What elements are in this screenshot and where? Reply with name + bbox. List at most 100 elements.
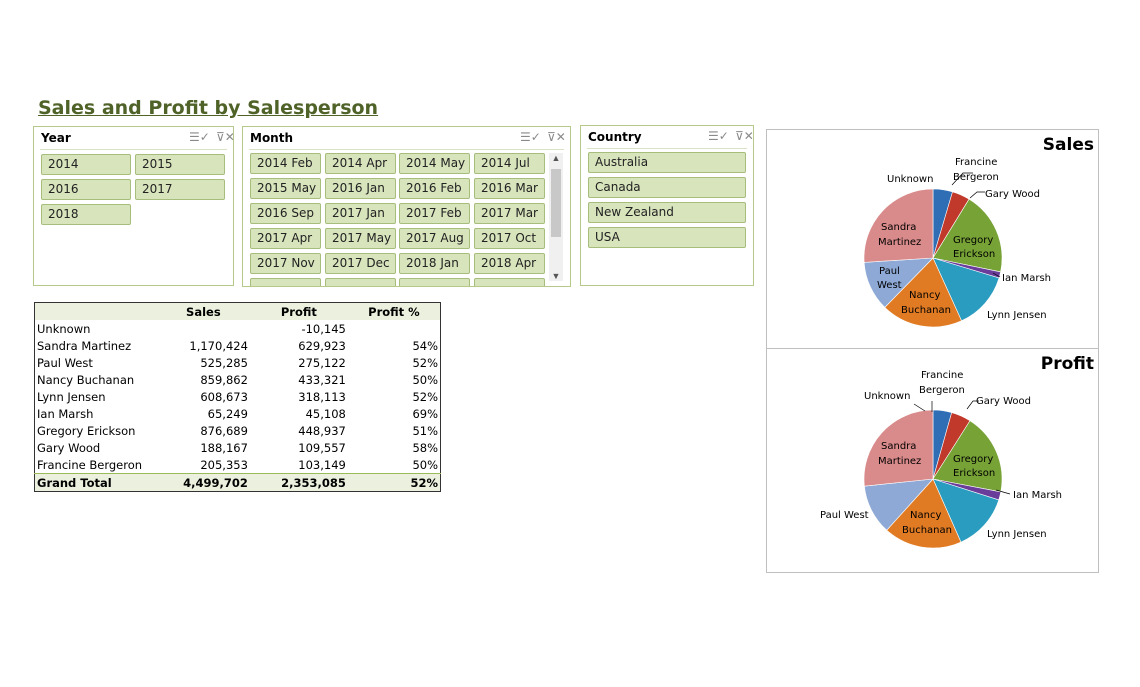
pivot-cell[interactable]: 318,113 — [298, 389, 346, 404]
pie-slice-sandra-martinez[interactable] — [863, 188, 934, 263]
pivot-cell[interactable]: 188,167 — [200, 440, 248, 455]
month-item[interactable]: 2016 Jan — [325, 178, 396, 199]
pivot-cell[interactable]: 608,673 — [200, 389, 248, 404]
pivot-cell[interactable]: 448,937 — [298, 423, 346, 438]
pivot-cell[interactable]: 2,353,085 — [249, 473, 348, 492]
month-item[interactable]: 2016 Sep — [250, 203, 321, 224]
pivot-cell[interactable]: 54% — [412, 338, 438, 353]
pivot-cell[interactable] — [157, 320, 250, 337]
month-item[interactable]: 2016 Mar — [474, 178, 545, 199]
pie-slice-lynn-jensen[interactable] — [932, 478, 1000, 543]
month-item[interactable]: 2017 Oct — [474, 228, 545, 249]
month-item[interactable]: 2016 Feb — [399, 178, 470, 199]
year-item-2014[interactable]: 2014 — [41, 154, 131, 175]
pivot-cell[interactable]: 52% — [347, 473, 441, 492]
country-slicer-header: Country ☰✓ ⊽✕ — [587, 126, 754, 149]
pivot-cell[interactable]: 525,285 — [200, 355, 248, 370]
month-item-partial[interactable] — [399, 278, 470, 286]
pivot-row-label[interactable]: Gregory Erickson — [37, 423, 136, 438]
pivot-row-label[interactable]: Nancy Buchanan — [37, 372, 135, 387]
year-item-2015[interactable]: 2015 — [135, 154, 225, 175]
pivot-cell[interactable]: 58% — [412, 440, 438, 455]
pie-slice-sandra-martinez[interactable] — [863, 409, 934, 487]
pivot-cell[interactable]: 859,862 — [200, 372, 248, 387]
pie-slice-nancy-buchanan[interactable] — [886, 478, 962, 549]
pivot-row-label[interactable]: Paul West — [37, 355, 93, 370]
pivot-cell[interactable]: 52% — [412, 355, 438, 370]
pivot-cell[interactable]: 52% — [412, 389, 438, 404]
pivot-cell[interactable]: 433,321 — [298, 372, 346, 387]
scroll-thumb[interactable] — [551, 169, 561, 237]
pivot-cell[interactable]: 109,557 — [298, 440, 346, 455]
month-item[interactable]: 2017 Aug — [399, 228, 470, 249]
pivot-row-label[interactable]: Unknown — [37, 321, 91, 336]
pie-slice-lynn-jensen[interactable] — [932, 257, 1000, 322]
month-item-partial[interactable] — [474, 278, 545, 286]
month-item[interactable]: 2018 Apr — [474, 253, 545, 274]
month-item[interactable]: 2017 May — [325, 228, 396, 249]
country-item-new-zealand[interactable]: New Zealand — [588, 202, 746, 223]
month-item[interactable]: 2017 Apr — [250, 228, 321, 249]
month-item[interactable]: 2014 May — [399, 153, 470, 174]
clear-filter-icon[interactable]: ⊽✕ — [735, 129, 754, 143]
pivot-cell[interactable]: 50% — [412, 372, 438, 387]
clear-filter-icon[interactable]: ⊽✕ — [216, 130, 235, 144]
profit-chart-title: Profit — [1040, 354, 1094, 374]
pivot-cell[interactable]: 4,499,702 — [156, 473, 250, 492]
pivot-header-sales[interactable]: Sales — [156, 302, 250, 320]
pivot-cell[interactable]: 65,249 — [207, 406, 248, 421]
month-item[interactable]: 2014 Feb — [250, 153, 321, 174]
pivot-cell[interactable]: -10,145 — [301, 321, 346, 336]
country-item-australia[interactable]: Australia — [588, 152, 746, 173]
pivot-header-profit-pct[interactable]: Profit % — [347, 302, 441, 320]
profit-chart[interactable]: Profit Unknown Francine Bergeron Gary Wo… — [766, 348, 1099, 573]
multi-select-icon[interactable]: ☰✓ — [708, 129, 729, 143]
pivot-header-profit[interactable]: Profit — [249, 302, 348, 320]
pivot-cell[interactable]: 51% — [412, 423, 438, 438]
scroll-down-icon[interactable]: ▼ — [551, 271, 561, 281]
pivot-row-label[interactable]: Gary Wood — [37, 440, 101, 455]
pivot-cell[interactable]: 629,923 — [298, 338, 346, 353]
month-item[interactable]: 2017 Jan — [325, 203, 396, 224]
month-item[interactable]: 2014 Jul — [474, 153, 545, 174]
pie-slice-gregory-erickson[interactable] — [932, 420, 1003, 493]
pivot-cell[interactable]: 876,689 — [200, 423, 248, 438]
pivot-header-label[interactable] — [34, 302, 157, 320]
multi-select-icon[interactable]: ☰✓ — [520, 130, 541, 144]
pivot-row-label[interactable]: Sandra Martinez — [37, 338, 132, 353]
month-item[interactable]: 2014 Apr — [325, 153, 396, 174]
pivot-cell[interactable]: 275,122 — [298, 355, 346, 370]
scroll-up-icon[interactable]: ▲ — [551, 153, 561, 163]
month-item[interactable]: 2017 Mar — [474, 203, 545, 224]
multi-select-icon[interactable]: ☰✓ — [189, 130, 210, 144]
month-item[interactable]: 2017 Nov — [250, 253, 321, 274]
pivot-cell[interactable] — [348, 320, 441, 337]
pivot-row-label[interactable]: Ian Marsh — [37, 406, 94, 421]
month-item-partial[interactable] — [250, 278, 321, 286]
pivot-cell[interactable]: 50% — [412, 457, 438, 472]
clear-filter-icon[interactable]: ⊽✕ — [547, 130, 566, 144]
pivot-row-label[interactable]: Francine Bergeron — [37, 457, 143, 472]
label-sandra-1: Sandra — [881, 441, 916, 452]
pivot-cell[interactable]: 45,108 — [305, 406, 346, 421]
pivot-cell[interactable]: 1,170,424 — [189, 338, 248, 353]
year-item-2016[interactable]: 2016 — [41, 179, 131, 200]
country-item-usa[interactable]: USA — [588, 227, 746, 248]
month-item-partial[interactable] — [325, 278, 396, 286]
pivot-row-label[interactable]: Grand Total — [34, 473, 157, 492]
country-item-canada[interactable]: Canada — [588, 177, 746, 198]
sales-chart[interactable]: Sales Unknown Francine Bergeron Gary Woo… — [766, 129, 1099, 349]
month-item[interactable]: 2018 Jan — [399, 253, 470, 274]
pie-slice-gregory-erickson[interactable] — [932, 198, 1003, 273]
month-scrollbar[interactable]: ▲ ▼ — [549, 153, 563, 281]
month-item[interactable]: 2015 May — [250, 178, 321, 199]
pivot-cell[interactable]: 103,149 — [298, 457, 346, 472]
pivot-row-label[interactable]: Lynn Jensen — [37, 389, 106, 404]
year-item-2018[interactable]: 2018 — [41, 204, 131, 225]
pivot-cell[interactable]: 69% — [412, 406, 438, 421]
pie-slice-nancy-buchanan[interactable] — [884, 257, 962, 328]
month-item[interactable]: 2017 Dec — [325, 253, 396, 274]
month-item[interactable]: 2017 Feb — [399, 203, 470, 224]
pivot-cell[interactable]: 205,353 — [200, 457, 248, 472]
year-item-2017[interactable]: 2017 — [135, 179, 225, 200]
